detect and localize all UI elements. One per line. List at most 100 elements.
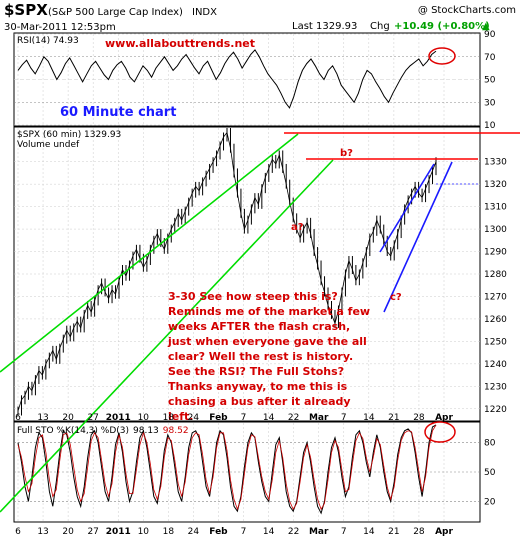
x-axis-bottom: 6 13 20 27 2011 10 18 24 Feb 7 14 22 Mar 7 14 21 28 Apr (15, 527, 453, 537)
price-tick-label: 1250 (484, 337, 507, 347)
wedge-upper-line (379, 163, 435, 253)
x-tick-label: 7 (241, 527, 247, 537)
wedge-lower-line (383, 161, 453, 313)
chart-exchange: INDX (192, 7, 217, 18)
x-tick-label: 21 (388, 527, 399, 537)
price-tick-label: 1260 (484, 315, 507, 325)
chg-value: +10.49 (+0.80%) (394, 21, 490, 32)
volume-label: Volume undef (17, 140, 80, 150)
x-tick-label: 7 (241, 413, 247, 423)
rsi-tick-label: 30 (484, 98, 496, 108)
sto-tick-label: 80 (484, 439, 496, 449)
x-tick-label: 28 (413, 527, 425, 537)
sto-y-axis: 80 50 20 (484, 439, 496, 508)
sto-label: Full STO %K(14,3) %D(3) 98.13 98.52 (17, 426, 189, 436)
price-tick-label: 1220 (484, 405, 507, 415)
x-tick-label: 7 (341, 527, 347, 537)
chart-symbol: $SPX (4, 1, 48, 19)
x-tick-label: 28 (413, 413, 425, 423)
rsi-tick-label: 70 (484, 53, 496, 63)
price-tick-label: 1300 (484, 225, 507, 235)
x-tick-label: Feb (209, 413, 228, 423)
annotation-line: chasing a bus after it already (168, 395, 351, 408)
rsi-panel (13, 32, 481, 127)
wave-label-a: a? (291, 222, 304, 233)
x-tick-label: Mar (309, 413, 329, 423)
chg-label: Chg (370, 21, 390, 32)
x-tick-label: 14 (363, 527, 375, 537)
wave-label-b: b? (340, 148, 353, 159)
rsi-tick-label: 90 (484, 30, 496, 40)
rsi-highlight-circle (428, 47, 456, 65)
x-tick-label: 22 (288, 413, 299, 423)
x-tick-label: 20 (62, 527, 74, 537)
x-tick-label: 27 (87, 527, 98, 537)
sto-k-line (17, 424, 437, 515)
x-tick-label: 24 (188, 413, 200, 423)
x-tick-label: Apr (435, 527, 453, 537)
price-tick-label: 1310 (484, 203, 507, 213)
price-y-axis: 1330 1320 1310 1300 1290 1280 1270 1260 1250 1240… (484, 158, 507, 415)
trend-lines (0, 132, 520, 513)
x-tick-label: 2011 (106, 527, 131, 537)
price-tick-label: 1330 (484, 158, 507, 168)
x-tick-label: 6 (15, 527, 21, 537)
annotation-line: just when everyone gave the all (167, 335, 367, 348)
chart-datetime: 30-Mar-2011 12:53pm (4, 22, 116, 33)
timeframe-label: 60 Minute chart (60, 105, 176, 120)
rsi-label: RSI(14) 74.93 (17, 36, 79, 46)
x-tick-label: 18 (163, 527, 175, 537)
x-tick-label: 10 (138, 413, 150, 423)
x-axis-middle: 6 13 20 27 2011 10 18 24 Feb 7 14 22 Mar 7 14 21 28 Apr (15, 413, 453, 423)
x-tick-label: 14 (263, 413, 275, 423)
x-tick-label: 2011 (106, 413, 131, 423)
sto-d-value: 98.52 (163, 426, 189, 436)
x-tick-label: 21 (388, 413, 399, 423)
chg-up-arrow-icon: ▲ (482, 21, 490, 32)
x-tick-label: Feb (209, 527, 228, 537)
sto-label-prefix: Full STO %K(14,3) %D(3) (17, 426, 129, 436)
last-label: Last (292, 21, 313, 32)
x-tick-label: 6 (15, 413, 21, 423)
annotation-line: Reminds me of the market a few (168, 305, 370, 318)
grid-lines (14, 33, 480, 521)
rsi-tick-label: 10 (484, 121, 496, 131)
price-tick-label: 1280 (484, 270, 507, 280)
x-tick-label: Mar (309, 527, 329, 537)
sto-k-value: 98.13 (133, 426, 159, 436)
rsi-line (17, 49, 437, 109)
price-tick-label: 1270 (484, 292, 507, 302)
last-value: 1329.93 (316, 21, 357, 32)
annotation-text: 3-30 See how steep this is? Reminds me of… (167, 290, 370, 423)
sto-d-line (17, 424, 437, 511)
x-tick-label: 27 (87, 413, 98, 423)
copyright-label: @ StockCharts.com (418, 5, 516, 16)
annotation-line: Thanks anyway, to me this is (168, 380, 348, 393)
x-tick-label: 7 (341, 413, 347, 423)
price-line (17, 131, 437, 412)
annotation-line: left. (168, 410, 193, 423)
price-label: $SPX (60 min) 1329.93 (17, 130, 121, 140)
price-tick-label: 1320 (484, 180, 507, 190)
x-tick-label: Apr (435, 413, 453, 423)
channel-upper-line (0, 133, 299, 373)
chart-description: (S&P 500 Large Cap Index) (48, 7, 183, 18)
x-tick-label: 10 (138, 527, 150, 537)
wave-label-c: c? (390, 292, 402, 303)
x-tick-label: 14 (363, 413, 375, 423)
annotation-line: clear? Well the rest is history. (168, 350, 353, 363)
website-label: www.allabouttrends.net (105, 37, 255, 50)
channel-lower-line (0, 159, 334, 513)
price-tick-label: 1240 (484, 360, 507, 370)
rsi-y-axis: 90 70 50 30 10 (484, 30, 496, 131)
sto-highlight-circle (424, 421, 456, 443)
x-tick-label: 13 (37, 527, 48, 537)
price-tick-label: 1230 (484, 382, 507, 392)
x-tick-label: 18 (163, 413, 175, 423)
sto-tick-label: 50 (484, 468, 496, 478)
x-tick-label: 14 (263, 527, 275, 537)
sto-tick-label: 20 (484, 497, 496, 507)
annotation-line: weeks AFTER the flash crash, (168, 320, 350, 333)
rsi-tick-label: 50 (484, 76, 496, 86)
